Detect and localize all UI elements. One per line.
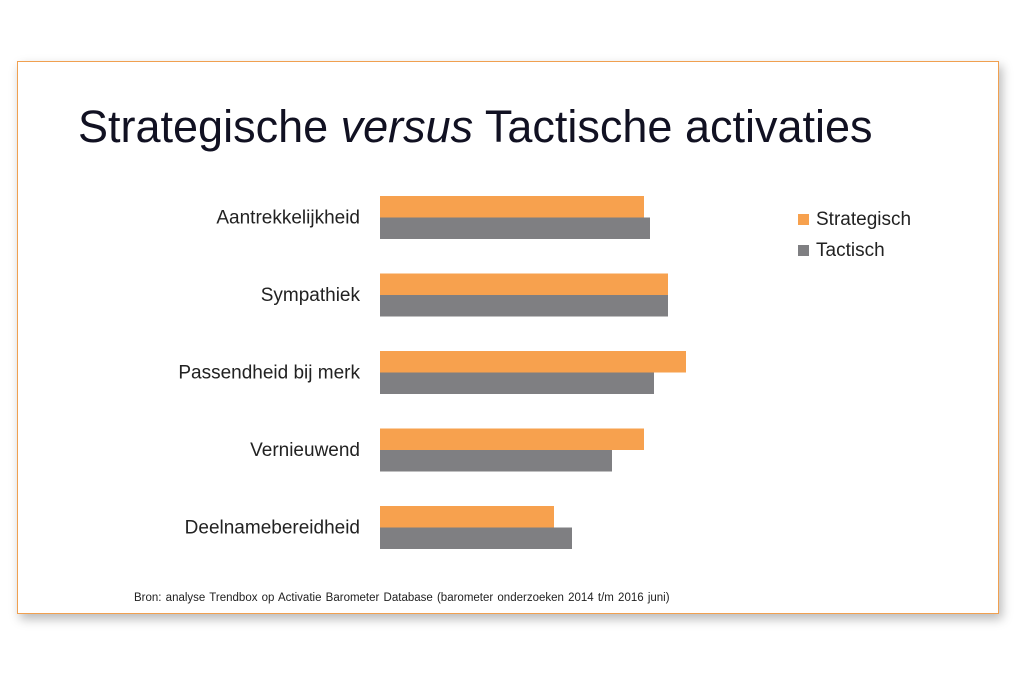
chart-legend: Strategisch Tactisch [798,204,911,266]
category-label-deelnamebereidheid: Deelnamebereidheid [185,518,360,539]
bar-tactisch-sympathiek [380,295,668,317]
bar-strategisch-aantrekkelijkheid [380,196,644,218]
category-label-passendheid-bij-merk: Passendheid bij merk [178,363,360,384]
bar-tactisch-vernieuwend [380,450,612,472]
bar-strategisch-deelnamebereidheid [380,506,554,528]
slide-title: Strategische versus Tactische activaties [78,104,873,149]
legend-label-strategisch: Strategisch [816,208,912,230]
category-label-aantrekkelijkheid: Aantrekkelijkheid [216,208,360,229]
legend-label-tactisch: Tactisch [816,239,885,261]
slide: Strategische versus Tactische activaties… [17,61,999,614]
bar-strategisch-sympathiek [380,273,668,295]
bar-strategisch-passendheid-bij-merk [380,351,686,373]
title-part-1: Strategische [78,101,341,152]
legend-swatch-strategisch [798,214,809,225]
bar-tactisch-deelnamebereidheid [380,527,572,549]
bar-strategisch-vernieuwend [380,428,644,450]
bar-tactisch-aantrekkelijkheid [380,217,650,239]
bar-tactisch-passendheid-bij-merk [380,372,654,394]
source-note: Bron: analyse Trendbox op Activatie Baro… [134,592,670,604]
legend-swatch-tactisch [798,245,809,256]
category-label-sympathiek: Sympathiek [261,285,361,306]
title-emphasis: versus [340,101,474,152]
legend-item-strategisch: Strategisch [798,204,911,235]
legend-item-tactisch: Tactisch [798,235,911,266]
bar-chart: Aantrekkelijkheid Sympathiek Passendheid b… [178,196,686,549]
title-part-2: Tactische activaties [473,101,873,152]
category-label-vernieuwend: Vernieuwend [250,440,360,461]
